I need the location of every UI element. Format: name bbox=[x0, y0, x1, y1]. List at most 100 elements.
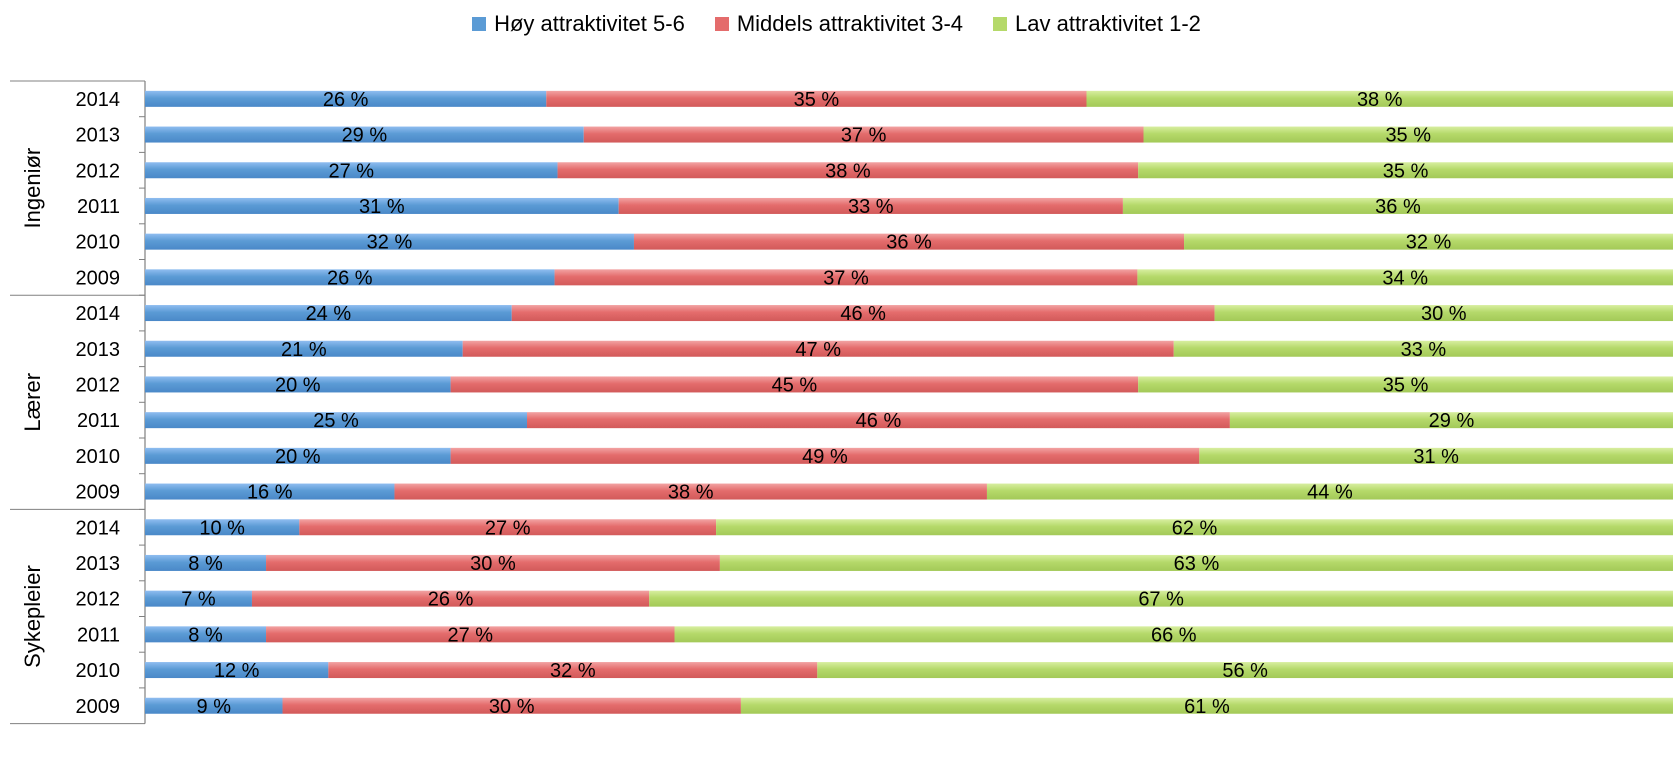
data-label-medium: 49 % bbox=[802, 446, 848, 468]
bar-segment-high bbox=[145, 626, 267, 643]
data-label-low: 62 % bbox=[1172, 517, 1218, 539]
bar-segment-high bbox=[145, 269, 555, 286]
data-label-high: 8 % bbox=[188, 624, 223, 646]
data-label-high: 27 % bbox=[328, 160, 374, 182]
data-label-low: 67 % bbox=[1138, 589, 1184, 611]
data-label-high: 16 % bbox=[247, 482, 293, 504]
bar-segment-high bbox=[145, 233, 634, 250]
bar-segment-low bbox=[1229, 412, 1673, 429]
data-label-low: 35 % bbox=[1383, 374, 1429, 396]
group-label: Sykepleier bbox=[20, 565, 45, 668]
data-label-medium: 27 % bbox=[485, 517, 531, 539]
bar-segment-low bbox=[1122, 197, 1673, 214]
bar-segment-low bbox=[1214, 305, 1673, 322]
bar-layer bbox=[145, 90, 1673, 714]
data-label-low: 35 % bbox=[1385, 125, 1431, 147]
bar-segment-high bbox=[145, 447, 451, 464]
bar-segment-medium bbox=[282, 697, 741, 714]
bar-segment-medium bbox=[633, 233, 1185, 250]
bar-segment-medium bbox=[511, 305, 1215, 322]
legend-label-low: Lav attraktivitet 1-2 bbox=[1015, 11, 1201, 36]
bar-segment-medium bbox=[450, 376, 1139, 393]
legend-label-medium: Middels attraktivitet 3-4 bbox=[736, 11, 964, 36]
bar-segment-low bbox=[986, 483, 1673, 500]
bar-segment-medium bbox=[266, 554, 720, 571]
data-label-high: 31 % bbox=[359, 196, 405, 218]
bar-segment-medium bbox=[394, 483, 987, 500]
data-label-low: 36 % bbox=[1375, 196, 1421, 218]
data-label-medium: 35 % bbox=[794, 89, 840, 111]
bar-segment-low bbox=[740, 697, 1673, 714]
data-label-low: 66 % bbox=[1151, 624, 1197, 646]
bar-segment-low bbox=[716, 519, 1673, 536]
data-label-high: 32 % bbox=[367, 232, 413, 254]
bar-segment-medium bbox=[299, 519, 717, 536]
bar-segment-high bbox=[145, 197, 619, 214]
data-label-medium: 37 % bbox=[841, 125, 887, 147]
data-label-medium: 26 % bbox=[428, 589, 474, 611]
bar-segment-medium bbox=[328, 662, 818, 679]
year-tick-label: 2010 bbox=[76, 446, 121, 468]
year-tick-label: 2011 bbox=[77, 196, 120, 218]
data-label-low: 30 % bbox=[1421, 303, 1467, 325]
year-tick-label: 2013 bbox=[76, 339, 121, 361]
year-tick-label: 2012 bbox=[76, 589, 121, 611]
data-label-high: 7 % bbox=[181, 589, 216, 611]
bar-segment-low bbox=[649, 590, 1673, 607]
bar-segment-low bbox=[674, 626, 1673, 643]
data-label-low: 63 % bbox=[1174, 553, 1220, 575]
data-label-medium: 33 % bbox=[848, 196, 894, 218]
data-label-medium: 38 % bbox=[668, 482, 714, 504]
data-label-medium: 45 % bbox=[772, 374, 818, 396]
bar-segment-low bbox=[1184, 233, 1673, 250]
bar-segment-low bbox=[719, 554, 1673, 571]
data-label-medium: 36 % bbox=[886, 232, 932, 254]
bar-segment-high bbox=[145, 483, 395, 500]
data-label-medium: 30 % bbox=[489, 696, 535, 718]
year-tick-label: 2014 bbox=[76, 517, 121, 539]
legend-swatch-medium bbox=[714, 17, 729, 31]
year-tick-label: 2009 bbox=[76, 696, 121, 718]
bar-segment-medium bbox=[450, 447, 1200, 464]
year-tick-label: 2012 bbox=[76, 374, 121, 396]
year-tick-label: 2011 bbox=[77, 410, 120, 432]
data-label-high: 12 % bbox=[214, 660, 260, 682]
bar-segment-medium bbox=[583, 126, 1144, 143]
bar-segment-medium bbox=[546, 90, 1087, 107]
data-label-medium: 37 % bbox=[823, 267, 869, 289]
year-tick-label: 2013 bbox=[76, 553, 121, 575]
legend-item-medium: Middels attraktivitet 3-4 bbox=[714, 11, 964, 37]
bar-segment-high bbox=[145, 697, 283, 714]
data-label-high: 10 % bbox=[199, 517, 245, 539]
bar-segment-high bbox=[145, 412, 527, 429]
bar-segment-medium bbox=[266, 626, 675, 643]
bar-segment-high bbox=[145, 126, 584, 143]
data-label-high: 21 % bbox=[281, 339, 327, 361]
bar-segment-low bbox=[1199, 447, 1673, 464]
bar-segment-medium bbox=[554, 269, 1138, 286]
bar-segment-high bbox=[145, 590, 252, 607]
data-label-high: 9 % bbox=[197, 696, 232, 718]
data-label-medium: 38 % bbox=[825, 160, 871, 182]
year-tick-label: 2009 bbox=[76, 267, 121, 289]
bar-segment-high bbox=[145, 662, 329, 679]
bar-segment-high bbox=[145, 376, 451, 393]
data-label-medium: 32 % bbox=[550, 660, 596, 682]
data-label-low: 33 % bbox=[1401, 339, 1447, 361]
year-tick-label: 2009 bbox=[76, 482, 121, 504]
year-tick-label: 2011 bbox=[77, 624, 120, 646]
legend-swatch-low bbox=[993, 17, 1008, 31]
bar-segment-low bbox=[817, 662, 1673, 679]
legend-item-low: Lav attraktivitet 1-2 bbox=[993, 11, 1201, 37]
group-label: Ingeniør bbox=[20, 148, 45, 229]
data-label-low: 34 % bbox=[1382, 267, 1428, 289]
bar-segment-high bbox=[145, 340, 463, 357]
year-tick-label: 2012 bbox=[76, 160, 121, 182]
data-label-medium: 46 % bbox=[840, 303, 886, 325]
data-label-low: 38 % bbox=[1357, 89, 1403, 111]
year-tick-label: 2014 bbox=[76, 89, 121, 111]
data-label-medium: 27 % bbox=[447, 624, 493, 646]
bar-segment-high bbox=[145, 162, 558, 179]
bar-segment-medium bbox=[527, 412, 1230, 429]
